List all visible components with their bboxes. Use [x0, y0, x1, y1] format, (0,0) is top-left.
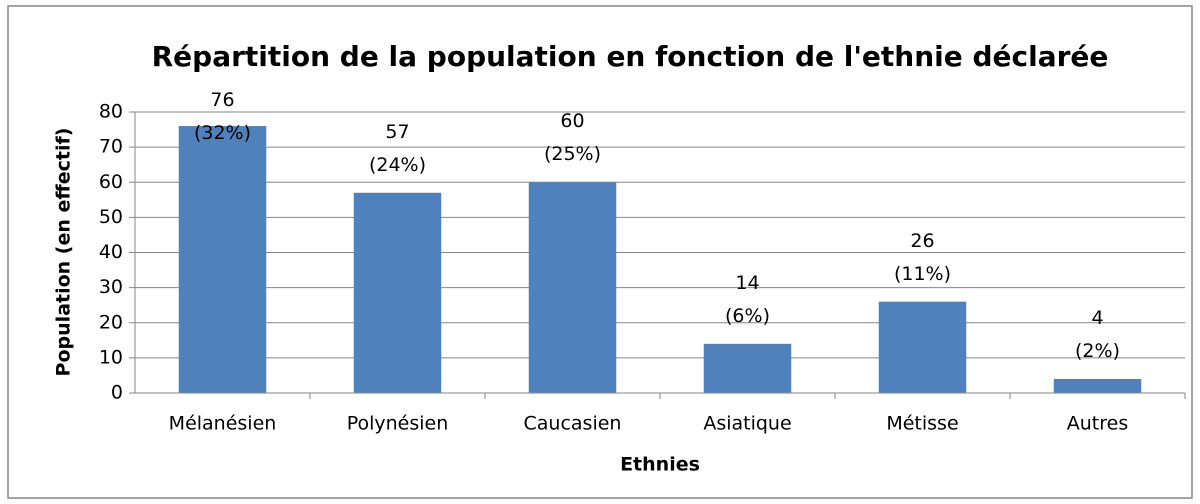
- y-tick-label: 30: [99, 276, 123, 298]
- y-axis-label: Population (en effectif): [53, 128, 75, 377]
- data-label: 57 (24%): [368, 120, 427, 176]
- y-tick-label: 10: [99, 346, 123, 368]
- bar: [878, 301, 967, 393]
- bar: [1053, 378, 1142, 393]
- x-axis-label: Ethnies: [620, 454, 700, 476]
- y-tick-label: 60: [99, 171, 123, 193]
- x-tick-label: Mélanésien: [169, 413, 277, 435]
- y-tick-label: 0: [111, 382, 123, 404]
- y-tick-label: 70: [99, 136, 123, 158]
- x-tick-label: Métisse: [886, 413, 958, 435]
- y-tick-label: 20: [99, 311, 123, 333]
- chart-title: Répartition de la population en fonction…: [152, 40, 1109, 73]
- x-tick-label: Polynésien: [347, 413, 449, 435]
- x-tick-label: Asiatique: [703, 413, 791, 435]
- data-label: 60 (25%): [543, 110, 602, 166]
- bar: [528, 182, 617, 393]
- data-label: 26 (11%): [893, 229, 952, 285]
- bar: [703, 343, 792, 393]
- x-tick-label: Autres: [1067, 413, 1128, 435]
- x-tick-label: Caucasien: [524, 413, 622, 435]
- y-tick-label: 80: [99, 101, 123, 123]
- data-label: 14 (6%): [725, 271, 770, 327]
- y-tick-label: 50: [99, 206, 123, 228]
- bar: [353, 192, 442, 393]
- bar: [178, 126, 267, 394]
- data-label: 4 (2%): [1075, 306, 1120, 362]
- data-label: 76 (32%): [193, 89, 252, 144]
- y-tick-label: 40: [99, 241, 123, 263]
